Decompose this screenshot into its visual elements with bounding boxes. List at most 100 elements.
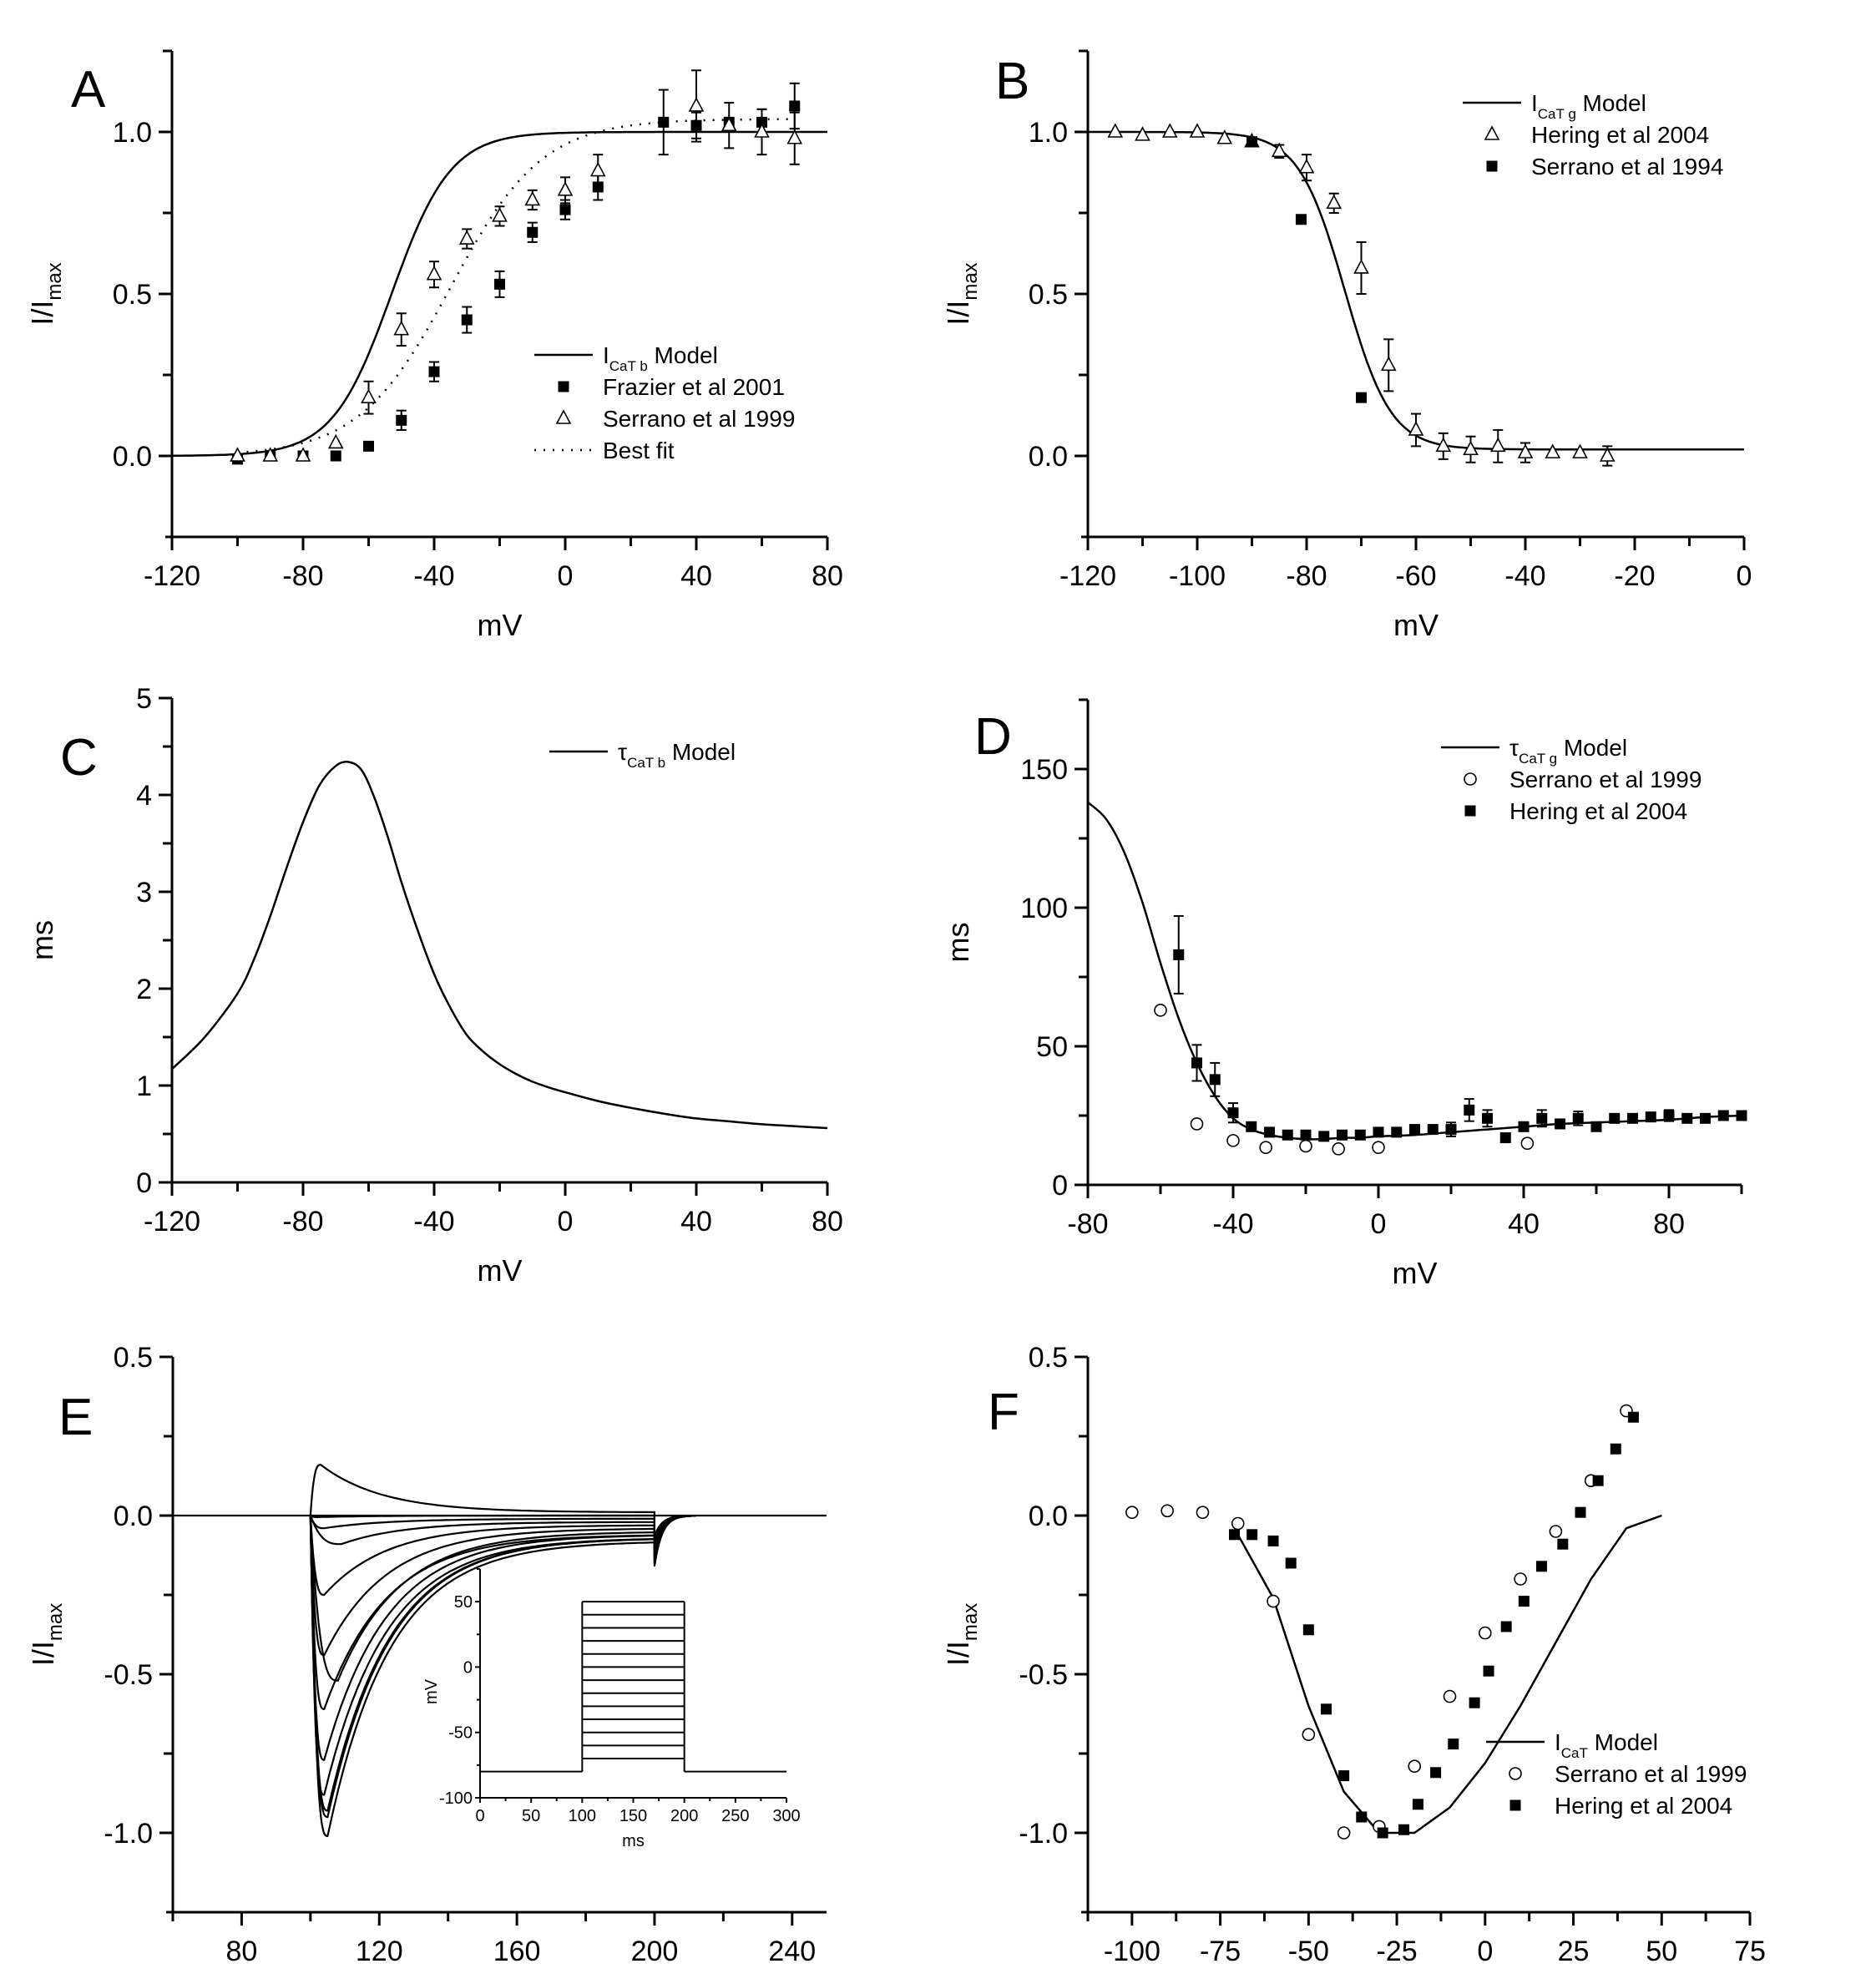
data-point bbox=[1398, 1824, 1410, 1835]
y-tick-label: -0.5 bbox=[104, 1659, 153, 1691]
data-point bbox=[458, 230, 475, 245]
inset-x-tick-label: 0 bbox=[475, 1807, 484, 1825]
data-point bbox=[1700, 1112, 1711, 1124]
data-point bbox=[1483, 1665, 1494, 1677]
data-point bbox=[527, 226, 539, 238]
x-tick-label: 40 bbox=[680, 560, 712, 592]
x-tick-label: 0 bbox=[558, 1206, 574, 1237]
panel-label-a: A bbox=[71, 61, 106, 119]
x-tick-label: 80 bbox=[812, 560, 843, 592]
legend-marker bbox=[1484, 125, 1500, 140]
y-tick-label: 0.0 bbox=[1029, 1501, 1068, 1532]
y-tick-label: 1.0 bbox=[1029, 117, 1068, 149]
legend-item: Frazier et al 2001 bbox=[558, 374, 785, 400]
x-tick-label: 40 bbox=[680, 1206, 712, 1237]
data-point bbox=[1609, 1112, 1621, 1124]
legend-marker bbox=[1509, 1799, 1521, 1811]
legend-item: Hering et al 2004 bbox=[1484, 122, 1709, 148]
y-axis-title: ms bbox=[25, 920, 59, 960]
x-tick-label: -25 bbox=[1376, 1936, 1417, 1967]
legend-item: ICaT b Model bbox=[534, 342, 718, 374]
x-tick-label: 25 bbox=[1558, 1936, 1590, 1967]
data-point bbox=[1545, 443, 1561, 458]
data-point bbox=[1326, 194, 1343, 210]
legend-item: ICaT g Model bbox=[1463, 90, 1646, 122]
x-axis-title: mV bbox=[478, 608, 523, 642]
model-curve bbox=[171, 130, 827, 458]
x-tick-label: -120 bbox=[144, 560, 200, 592]
data-point bbox=[1338, 1770, 1350, 1782]
data-point bbox=[721, 116, 737, 132]
data-point bbox=[1427, 1124, 1439, 1136]
data-point bbox=[1320, 1703, 1332, 1715]
data-point bbox=[559, 204, 571, 215]
y-tick-label: 0.5 bbox=[1029, 279, 1068, 311]
legend-label: Hering et al 2004 bbox=[1509, 798, 1687, 824]
x-tick-label: 0 bbox=[1371, 1208, 1387, 1240]
series-hering-et-al-2004 bbox=[1173, 914, 1747, 1144]
panel-label-e: E bbox=[58, 1389, 93, 1446]
x-axis-title: mV bbox=[478, 1253, 523, 1288]
data-point bbox=[1299, 1139, 1312, 1153]
data-point bbox=[461, 314, 473, 326]
y-tick-label: -0.5 bbox=[1019, 1659, 1068, 1691]
chart-panel-c: -120 -80 -40 0 40 80 0 1 2 3 4 5 mV ms τCaT b Model bbox=[25, 683, 843, 1288]
x-tick-label: -80 bbox=[282, 560, 323, 592]
chart-panel-e: 80 120 160 200 240 -1.0 -0.5 0.0 0.5 ms I/Imax 0 50 1… bbox=[26, 1342, 827, 1984]
data-point bbox=[1592, 1475, 1604, 1486]
data-point bbox=[754, 123, 770, 138]
data-point bbox=[1681, 1112, 1693, 1124]
x-tick-label: -100 bbox=[1104, 1936, 1160, 1967]
x-tick-label: -120 bbox=[1059, 560, 1116, 592]
inset-y-tick-label: -50 bbox=[448, 1724, 473, 1743]
legend-label: Serrano et al 1994 bbox=[1531, 154, 1723, 180]
data-point bbox=[1412, 1799, 1423, 1810]
chart-panel-f: -100-75-50-250255075-1.0-0.50.00.5mVI/Im… bbox=[941, 1342, 1766, 1984]
y-tick-label: -1.0 bbox=[104, 1818, 153, 1850]
data-point bbox=[1663, 1110, 1675, 1121]
legend-label: Hering et al 2004 bbox=[1531, 122, 1709, 148]
data-point bbox=[1500, 1621, 1512, 1632]
data-point bbox=[1267, 1594, 1280, 1608]
y-tick-label: 0.0 bbox=[113, 441, 152, 473]
series-frazier-et-al-2001 bbox=[232, 82, 801, 465]
x-tick-label: -40 bbox=[1212, 1208, 1253, 1240]
legend-marker bbox=[1509, 1767, 1522, 1780]
data-point bbox=[1337, 1826, 1351, 1840]
data-point bbox=[1372, 1141, 1385, 1154]
legend-label: Hering et al 2004 bbox=[1555, 1793, 1732, 1819]
data-point bbox=[1354, 1129, 1366, 1141]
data-point bbox=[1189, 123, 1206, 138]
data-point bbox=[361, 388, 377, 403]
data-point bbox=[262, 447, 279, 462]
y-tick-label: 3 bbox=[136, 877, 152, 908]
data-point bbox=[1409, 1124, 1420, 1136]
data-point bbox=[1209, 1074, 1221, 1086]
inset-y-axis-title: mV bbox=[422, 1678, 441, 1704]
data-point bbox=[1557, 1538, 1569, 1550]
data-point bbox=[1590, 1121, 1602, 1132]
data-point bbox=[1627, 1112, 1638, 1124]
x-tick-label: 160 bbox=[493, 1936, 541, 1967]
y-tick-label: 0.5 bbox=[1029, 1342, 1068, 1374]
data-point bbox=[688, 97, 705, 112]
legend-label: ICaT Model bbox=[1555, 1729, 1658, 1761]
data-point bbox=[1353, 259, 1369, 274]
data-point bbox=[1482, 1112, 1493, 1124]
inset-x-axis-title: ms bbox=[622, 1832, 645, 1850]
x-tick-label: -20 bbox=[1614, 560, 1655, 592]
x-tick-label: 240 bbox=[768, 1936, 816, 1967]
data-point bbox=[789, 100, 801, 112]
data-point bbox=[1517, 443, 1534, 458]
data-point bbox=[1302, 1728, 1316, 1741]
data-point bbox=[1408, 421, 1424, 436]
x-tick-label: 120 bbox=[356, 1936, 403, 1967]
x-tick-label: 0 bbox=[558, 560, 574, 592]
chart-panel-d: -80 -40 0 40 80 0 50 100 150 mV ms τCaT g ModelSerr… bbox=[941, 698, 1747, 1290]
y-tick-label: 0.0 bbox=[1029, 441, 1068, 473]
data-point bbox=[428, 366, 440, 377]
inset-y-tick-label: -100 bbox=[439, 1789, 473, 1808]
